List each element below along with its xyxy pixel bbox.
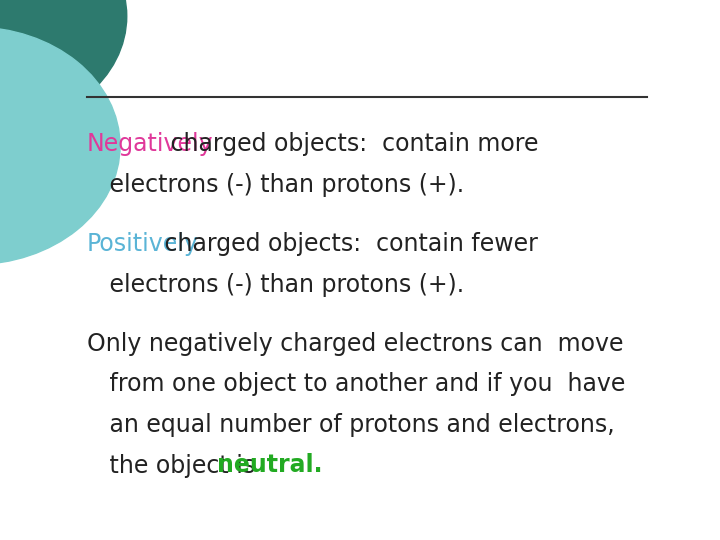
Text: charged objects:  contain fewer: charged objects: contain fewer <box>157 232 538 256</box>
Text: from one object to another and if you  have: from one object to another and if you ha… <box>86 373 625 396</box>
Text: electrons (-) than protons (+).: electrons (-) than protons (+). <box>86 273 464 296</box>
Circle shape <box>0 27 120 265</box>
Text: Only negatively charged electrons can  move: Only negatively charged electrons can mo… <box>86 332 624 356</box>
Text: neutral.: neutral. <box>217 454 323 477</box>
Text: the object is: the object is <box>86 454 263 477</box>
Text: Positively: Positively <box>86 232 199 256</box>
Text: Negatively: Negatively <box>86 132 213 156</box>
Text: charged objects:  contain more: charged objects: contain more <box>163 132 539 156</box>
Text: electrons (-) than protons (+).: electrons (-) than protons (+). <box>86 173 464 197</box>
Text: an equal number of protons and electrons,: an equal number of protons and electrons… <box>86 413 614 437</box>
Circle shape <box>0 0 127 130</box>
